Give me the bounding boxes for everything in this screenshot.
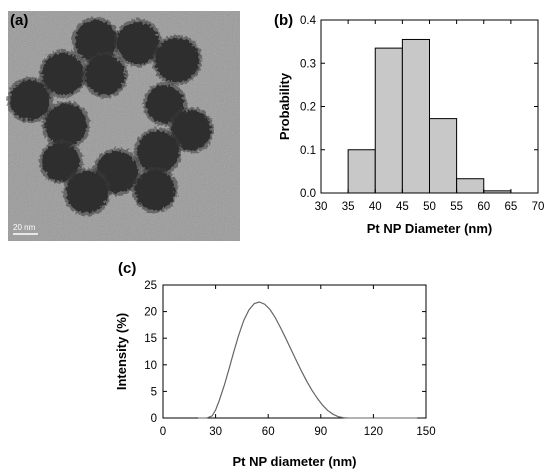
x-tick-label: 50	[423, 201, 436, 213]
panel-label-b: (b)	[274, 12, 293, 29]
x-axis-label: Pt NP diameter (nm)	[232, 454, 356, 469]
nanoparticle	[85, 55, 125, 95]
micrograph-panel: 20 nm	[7, 11, 240, 241]
x-tick-label: 120	[364, 426, 383, 438]
nanoparticle	[171, 110, 211, 150]
x-tick-label: 65	[504, 201, 517, 213]
x-tick-label: 55	[450, 201, 463, 213]
panel-label-c: (c)	[118, 260, 136, 277]
y-tick-label: 0.4	[300, 15, 317, 27]
panel-label-a: (a)	[10, 12, 28, 29]
nanoparticle	[66, 171, 108, 213]
nanoparticle	[155, 38, 199, 82]
y-tick-label: 0.2	[300, 102, 316, 114]
histogram-chart: 30 35 40 45 50 55 60 65 70 0.0 0.1 0.2 0.3 0.4 Pt NP D…	[277, 15, 544, 236]
nanoparticle	[10, 80, 50, 120]
x-tick-label: 45	[396, 201, 409, 213]
y-tick-label: 0.0	[300, 188, 316, 200]
x-tick-label: 60	[477, 201, 490, 213]
y-tick-label: 0	[151, 413, 157, 425]
nanoparticle	[146, 85, 184, 123]
x-tick-label: 70	[532, 201, 545, 213]
x-tick-label: 0	[160, 426, 166, 438]
nanoparticle-ring	[7, 17, 214, 216]
y-axis-label: Probability	[277, 72, 292, 140]
x-tick-label: 60	[262, 426, 275, 438]
nanoparticle	[42, 143, 80, 181]
intensity-line	[206, 301, 348, 419]
nanoparticle	[42, 53, 84, 95]
histogram-bar	[456, 178, 485, 194]
x-tick-label: 150	[416, 426, 435, 438]
scale-bar-label: 20 nm	[13, 223, 36, 232]
y-tick-label: 0.1	[300, 145, 316, 157]
x-tick-label: 35	[342, 201, 355, 213]
y-tick-label: 15	[144, 333, 157, 345]
histogram-bar	[347, 149, 376, 194]
plot-frame	[162, 284, 427, 419]
y-tick-label: 20	[144, 307, 157, 319]
intensity-chart: 0 30 60 90 120 150 0 5 10 15 20 25 Pt NP diameter (n…	[114, 280, 436, 469]
histogram-bar	[429, 118, 458, 194]
histogram-bar	[374, 47, 403, 194]
x-tick-label: 40	[369, 201, 382, 213]
nanoparticle	[135, 170, 175, 210]
x-axis-label: Pt NP Diameter (nm)	[367, 221, 492, 236]
y-tick-label: 5	[151, 386, 157, 398]
x-tick-label: 90	[314, 426, 327, 438]
x-tick-label: 30	[315, 201, 328, 213]
x-tick-label: 30	[209, 426, 222, 438]
nanoparticle	[45, 104, 87, 146]
nanoparticle	[75, 20, 117, 62]
nanoparticle	[137, 131, 179, 173]
y-tick-label: 0.3	[300, 58, 316, 70]
y-tick-label: 25	[144, 280, 157, 292]
y-axis-label: Intensity (%)	[114, 313, 129, 390]
histogram-bar	[401, 38, 430, 194]
nanoparticle	[117, 22, 159, 64]
y-tick-label: 10	[144, 360, 157, 372]
